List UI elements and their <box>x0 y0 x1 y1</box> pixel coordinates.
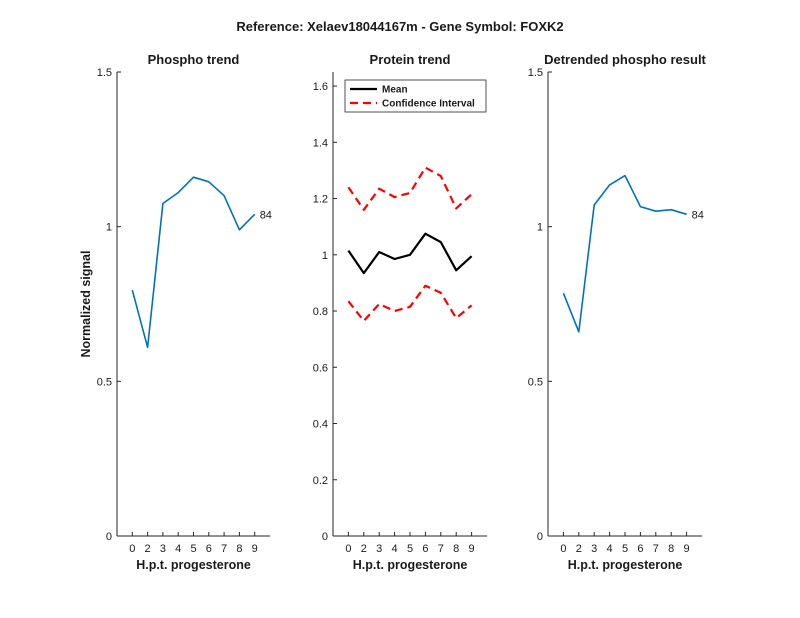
x-tick-label: 4 <box>607 543 613 555</box>
legend-entry-label: Confidence Interval <box>382 99 475 110</box>
series-line-1 <box>562 174 687 333</box>
x-tick-label: 9 <box>684 543 690 555</box>
figure-suptitle: Reference: Xelaev18044167m - Gene Symbol… <box>236 19 563 34</box>
legend: Mean Confidence Interval <box>344 79 487 113</box>
x-tick-label: 7 <box>221 543 227 555</box>
x-tick-label: 7 <box>438 543 444 555</box>
subplot-title: Phospho trend <box>148 52 240 67</box>
series-line-3 <box>347 284 473 322</box>
y-tick-label: 1 <box>106 222 112 234</box>
y-tick-label: 0.5 <box>97 376 112 388</box>
x-tick-label: 2 <box>361 543 367 555</box>
y-tick-label: 0.2 <box>313 475 328 487</box>
x-tick-label: 2 <box>576 543 582 555</box>
y-tick-label: 0.6 <box>313 362 328 374</box>
series-end-label: 84 <box>260 209 272 221</box>
x-tick-label: 8 <box>668 543 674 555</box>
x-tick-label: 9 <box>252 543 258 555</box>
y-tick-label: 0 <box>106 531 112 543</box>
series-line-1 <box>347 232 473 275</box>
subplot-title: Detrended phospho result <box>544 52 706 67</box>
x-tick-label: 4 <box>175 543 181 555</box>
y-tick-label: 0.8 <box>313 306 328 318</box>
y-tick-label: 0 <box>537 531 543 543</box>
x-tick-label: 5 <box>407 543 413 555</box>
x-tick-label: 7 <box>653 543 659 555</box>
x-tick-label: 3 <box>376 543 382 555</box>
x-tick-label: 6 <box>206 543 212 555</box>
x-tick-label: 0 <box>345 543 351 555</box>
y-tick-label: 1.6 <box>313 81 328 93</box>
y-tick-label: 1.2 <box>313 194 328 206</box>
y-tick-label: 0.5 <box>528 376 543 388</box>
x-tick-label: 3 <box>160 543 166 555</box>
y-tick-label: 1 <box>322 250 328 262</box>
x-tick-label: 4 <box>392 543 398 555</box>
x-tick-label: 8 <box>236 543 242 555</box>
x-tick-label: 5 <box>622 543 628 555</box>
y-tick-label: 1.5 <box>528 67 543 79</box>
series-end-label: 84 <box>692 209 704 221</box>
y-tick-label: 1 <box>537 222 543 234</box>
x-tick-label: 0 <box>560 543 566 555</box>
x-tick-label: 5 <box>190 543 196 555</box>
x-axis-label: H.p.t. progesterone <box>353 558 468 572</box>
x-tick-label: 0 <box>129 543 135 555</box>
legend-box <box>344 79 487 113</box>
y-tick-label: 0.4 <box>313 419 328 431</box>
x-tick-label: 3 <box>591 543 597 555</box>
legend-entry-label: Mean <box>382 85 408 96</box>
y-tick-label: 1.4 <box>313 137 328 149</box>
subplot-title: Protein trend <box>370 52 451 67</box>
y-axis-label: Normalized signal <box>79 251 93 358</box>
x-axis-label: H.p.t. progesterone <box>136 558 251 572</box>
y-tick-label: 0 <box>322 531 328 543</box>
x-tick-label: 6 <box>422 543 428 555</box>
x-tick-label: 2 <box>145 543 151 555</box>
x-tick-label: 6 <box>637 543 643 555</box>
y-tick-label: 1.5 <box>97 67 112 79</box>
series-line-2 <box>347 166 473 211</box>
series-line-1 <box>131 176 256 349</box>
x-tick-label: 8 <box>453 543 459 555</box>
x-tick-label: 9 <box>469 543 475 555</box>
x-axis-label: H.p.t. progesterone <box>568 558 683 572</box>
